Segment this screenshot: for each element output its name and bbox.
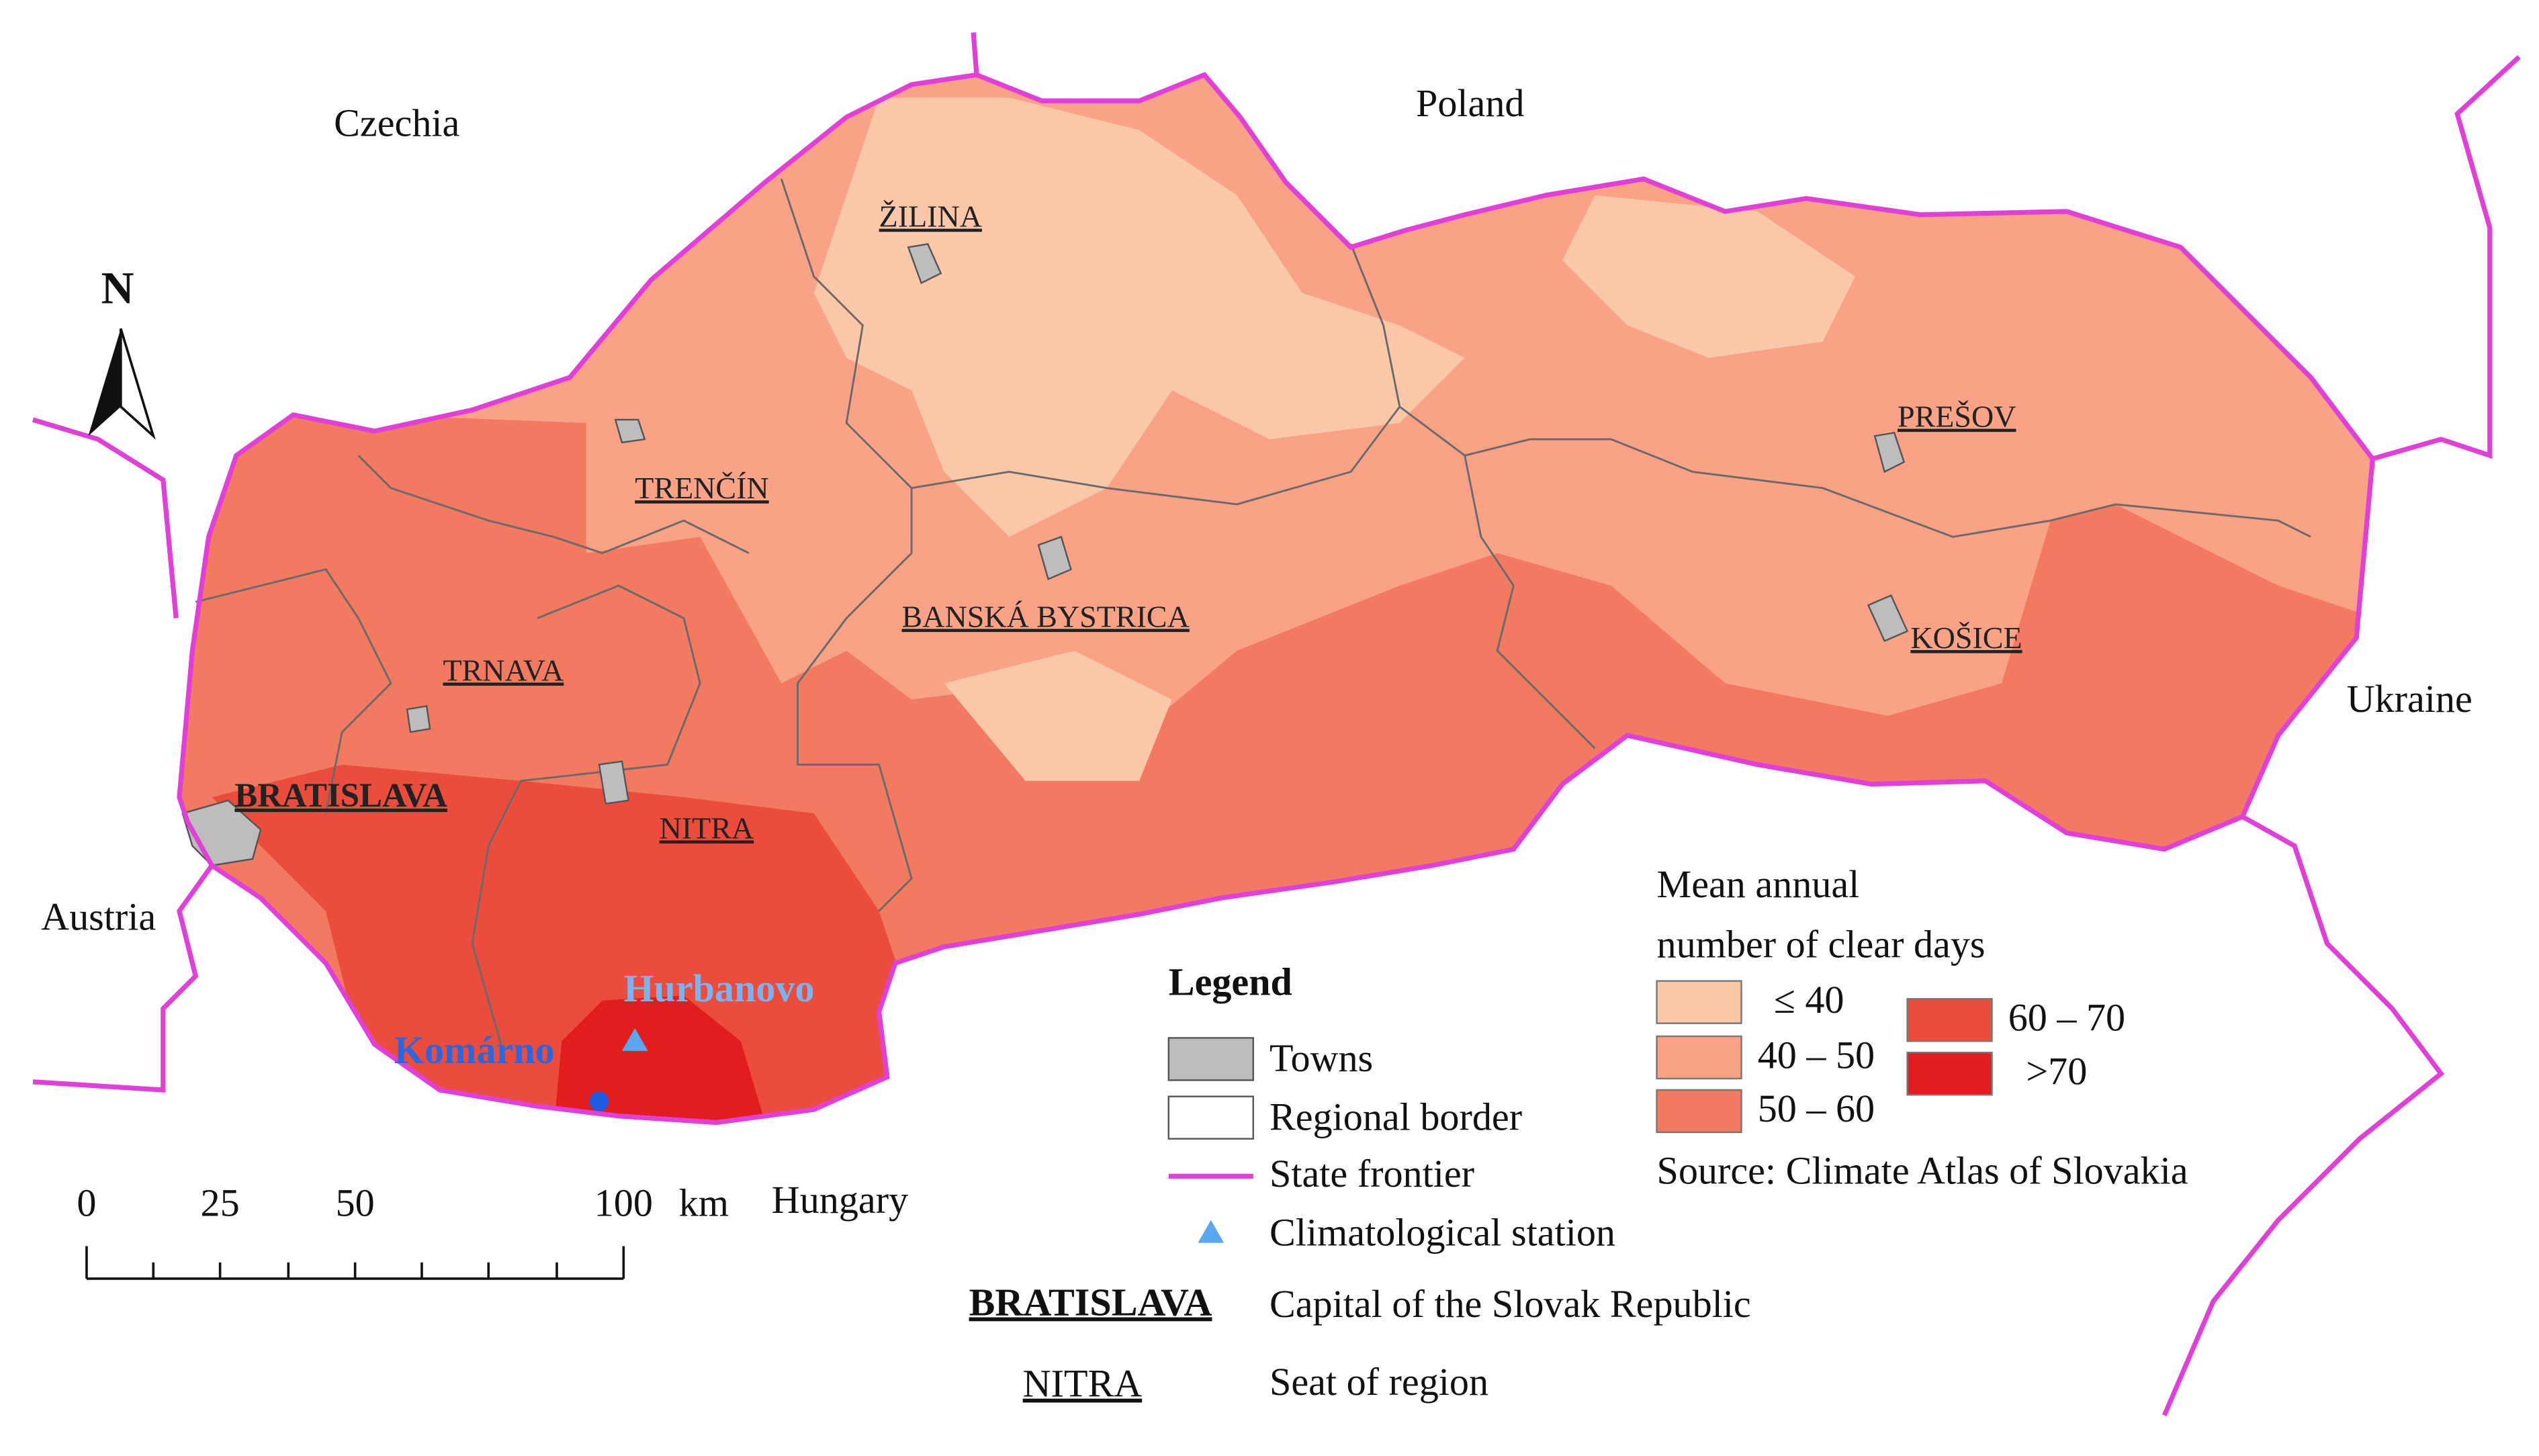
country-label: Austria	[41, 895, 156, 938]
legend-label: State frontier	[1270, 1152, 1474, 1195]
city-label: NITRA	[660, 811, 754, 845]
scale-label: 25	[201, 1181, 240, 1225]
class-area	[813, 97, 1465, 537]
legend-swatch	[1198, 1220, 1224, 1243]
legend-label: Capital of the Slovak Republic	[1270, 1282, 1751, 1326]
city-label: BANSKÁ BYSTRICA	[902, 599, 1190, 633]
regional-border	[357, 455, 750, 555]
scale-bar	[85, 1246, 625, 1280]
city-label: KOŠICE	[1910, 621, 2022, 655]
country-label: Hungary	[772, 1178, 908, 1222]
town	[614, 418, 646, 444]
station-marker	[589, 1091, 609, 1111]
north-label: N	[101, 263, 134, 314]
regional-border	[1398, 406, 2311, 538]
regional-border	[471, 584, 701, 1058]
regional-border	[1464, 455, 1596, 749]
station-label: Komárno	[394, 1028, 555, 1072]
neighbour-border	[971, 32, 979, 75]
regional-borders	[195, 178, 2311, 1058]
class-swatch	[1906, 1052, 1993, 1096]
country-label: Czechia	[334, 101, 459, 144]
class-label: 60 – 70	[2008, 996, 2125, 1040]
town	[1037, 535, 1072, 581]
country-label: Poland	[1416, 81, 1524, 125]
neighbour-border	[2162, 814, 2445, 1416]
class-area	[944, 650, 1172, 781]
legend-title: Legend	[1169, 960, 1292, 1003]
city-label: PREŠOV	[1898, 400, 2016, 434]
class-area	[1562, 195, 1856, 358]
class-label: 50 – 60	[1758, 1087, 1875, 1130]
class-label: 40 – 50	[1758, 1033, 1875, 1077]
neighbour-border	[2372, 55, 2521, 461]
town	[406, 704, 431, 733]
class-label: ≤ 40	[1774, 978, 1844, 1021]
legend-swatch	[1167, 1037, 1254, 1081]
class-title: Mean annual	[1657, 862, 1860, 906]
regional-border	[911, 243, 1401, 506]
north-arrow	[120, 328, 156, 440]
scale-label: 50	[336, 1181, 375, 1225]
class-swatch	[1656, 1035, 1742, 1080]
legend-label: Towns	[1270, 1036, 1373, 1080]
station-label: Hurbanovo	[623, 966, 814, 1010]
scale-label: 0	[77, 1181, 96, 1225]
class-swatch	[1906, 998, 1993, 1042]
legend-label: Climatological station	[1270, 1210, 1615, 1254]
city-label: ŽILINA	[879, 199, 982, 234]
regional-border	[780, 178, 913, 912]
legend-label: Regional border	[1270, 1095, 1522, 1138]
class-swatch	[1656, 1089, 1742, 1134]
scale-label: 100	[594, 1181, 653, 1225]
town	[1873, 431, 1906, 473]
class-swatch	[1656, 980, 1742, 1024]
town	[907, 243, 942, 285]
legend-label: Seat of region	[1270, 1360, 1488, 1404]
scale-unit: km	[679, 1181, 729, 1225]
neighbour-border	[32, 864, 214, 1093]
source-note: Source: Climate Atlas of Slovakia	[1657, 1148, 2188, 1192]
country-label: Ukraine	[2347, 677, 2473, 721]
north-arrow	[88, 328, 121, 437]
legend-swatch	[1167, 1095, 1254, 1140]
town	[598, 760, 629, 805]
regional-border	[195, 568, 392, 814]
station-marker	[621, 1028, 648, 1051]
legend-example: BRATISLAVA	[969, 1280, 1212, 1324]
neighbour-border	[32, 417, 179, 619]
city-label: TRENČÍN	[635, 471, 768, 505]
capital-label: BRATISLAVA	[234, 777, 447, 815]
class-label: >70	[2026, 1050, 2087, 1093]
town	[1867, 594, 1909, 642]
legend-example: NITRA	[1023, 1362, 1143, 1406]
city-label: TRNAVA	[443, 653, 564, 687]
class-title: number of clear days	[1657, 923, 1986, 966]
